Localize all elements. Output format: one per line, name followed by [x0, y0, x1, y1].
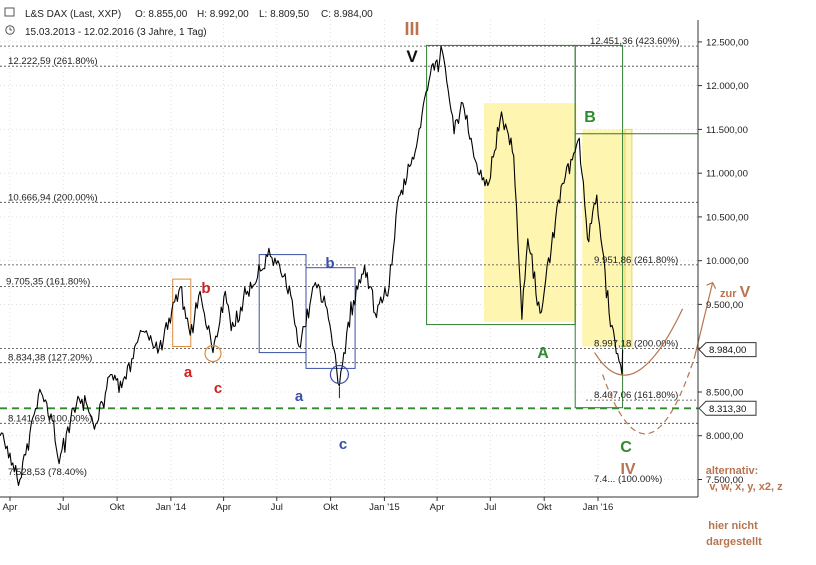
- price-series: [0, 45, 624, 487]
- alternative-label: alternativ:: [706, 465, 759, 477]
- zur-word: zur: [720, 288, 740, 300]
- y-tick-label: 8.500,00: [706, 388, 743, 399]
- blue-box-b: [305, 267, 356, 369]
- x-tick-label: Jan '14: [156, 502, 187, 513]
- x-tick-label: Jan '16: [583, 502, 614, 513]
- fib-level-label: 8.407,06 (161.80%): [594, 390, 678, 401]
- price-tag: 8.313,30: [698, 400, 757, 416]
- axes: 7.500,008.000,008.500,009.000,009.500,00…: [0, 20, 757, 513]
- blue-circle-c: [329, 364, 349, 385]
- y-tick-label: 12.500,00: [706, 37, 749, 48]
- wave-label: a: [184, 364, 193, 381]
- yellow-zone-a: [483, 103, 577, 322]
- x-tick-label: Okt: [323, 502, 338, 513]
- price-tag-box: [698, 400, 757, 416]
- alternative-waves: v, w, x, y, x2, z: [709, 481, 783, 493]
- wave-label: III: [404, 19, 419, 39]
- x-tick-label: Jul: [271, 502, 283, 513]
- orange-circle-c: [204, 344, 222, 363]
- clock-icon[interactable]: [5, 25, 15, 35]
- y-tick-label: 11.500,00: [706, 125, 748, 136]
- low-value: L: 8.809,50: [259, 9, 309, 20]
- y-tick-label: 7.500,00: [706, 475, 743, 486]
- chart-header: L&S DAX (Last, XXP) O: 8.855,00 H: 8.992…: [4, 7, 373, 38]
- green-box-wave-c: [574, 44, 624, 409]
- close-value: C: 8.984,00: [321, 9, 373, 20]
- wave-label: b: [325, 255, 334, 272]
- x-tick-label: Apr: [3, 502, 19, 513]
- price-tag-value: 8.313,30: [709, 404, 746, 415]
- projection-arc-inner: [594, 308, 684, 376]
- fibonacci-levels: 12.451,36 (423.60%) 12.222,59 (261.80%) 10…: [0, 36, 698, 485]
- instrument-title: L&S DAX (Last, XXP): [25, 9, 121, 20]
- projection-arrow-head: [706, 281, 717, 289]
- dax-price-line: [0, 45, 624, 487]
- y-tick-label: 8.000,00: [706, 431, 743, 442]
- fib-level-label: 8.834,38 (127.20%): [8, 353, 92, 364]
- fib-level-label: 7.528,53 (78.40%): [8, 467, 87, 478]
- date-range: 15.03.2013 - 12.02.2016 (3 Jahre, 1 Tag): [25, 27, 207, 38]
- price-tag-value: 8.984,00: [709, 345, 746, 356]
- x-tick-label: Apr: [430, 502, 446, 513]
- y-tick-label: 10.000,00: [706, 256, 749, 267]
- fib-level-label: 9.951,86 (261.80%): [594, 255, 678, 266]
- wave-label: c: [339, 436, 347, 453]
- wave-label: c: [214, 380, 222, 397]
- not-shown-label: hier nicht: [708, 520, 758, 532]
- fib-level-label: 9.705,35 (161.80%): [6, 277, 90, 288]
- wave-label: V: [406, 47, 418, 66]
- y-tick-label: 10.500,00: [706, 212, 749, 223]
- fib-level-label: 12.451,36 (423.60%): [590, 36, 680, 47]
- x-tick-label: Jul: [484, 502, 496, 513]
- yellow-zone-b: [582, 129, 632, 347]
- wave-label: b: [201, 280, 210, 297]
- chart-type-icon[interactable]: [4, 7, 15, 17]
- x-tick-label: Apr: [216, 502, 232, 513]
- open-value: O: 8.855,00: [135, 9, 188, 20]
- x-tick-label: Okt: [110, 502, 125, 513]
- wave-label: a: [295, 388, 304, 405]
- high-value: H: 8.992,00: [197, 9, 249, 20]
- y-tick-label: 11.000,00: [706, 169, 748, 180]
- y-tick-label: 9.500,00: [706, 300, 743, 311]
- x-tick-label: Okt: [537, 502, 552, 513]
- wave-label: C: [620, 439, 632, 456]
- y-tick-label: 12.000,00: [706, 81, 749, 92]
- yellow-zone-b-edge: [624, 128, 633, 347]
- zur-annotation: zur V: [720, 284, 751, 301]
- wave-label: B: [584, 109, 596, 126]
- not-shown-label: dargestellt: [706, 536, 762, 548]
- projection-overlays: [204, 281, 717, 435]
- fib-level-label: 10.666,94 (200.00%): [8, 192, 98, 203]
- wave-boxes: [172, 44, 698, 409]
- x-tick-label: Jan '15: [369, 502, 400, 513]
- price-tag: 8.984,00: [698, 342, 757, 358]
- fib-level-label: 12.222,59 (261.80%): [8, 56, 98, 67]
- x-tick-label: Jul: [57, 502, 69, 513]
- blue-box-a: [258, 254, 307, 354]
- fib-level-label: 8.997,18 (200.00%): [594, 339, 678, 350]
- wave-label: A: [537, 345, 549, 362]
- zur-wave-v: V: [740, 284, 751, 301]
- price-tag-box: [698, 342, 757, 358]
- fib-level-label: 7.4... (100.00%): [594, 474, 662, 485]
- orange-box-b: [172, 278, 192, 348]
- wave-label: IV: [620, 461, 635, 478]
